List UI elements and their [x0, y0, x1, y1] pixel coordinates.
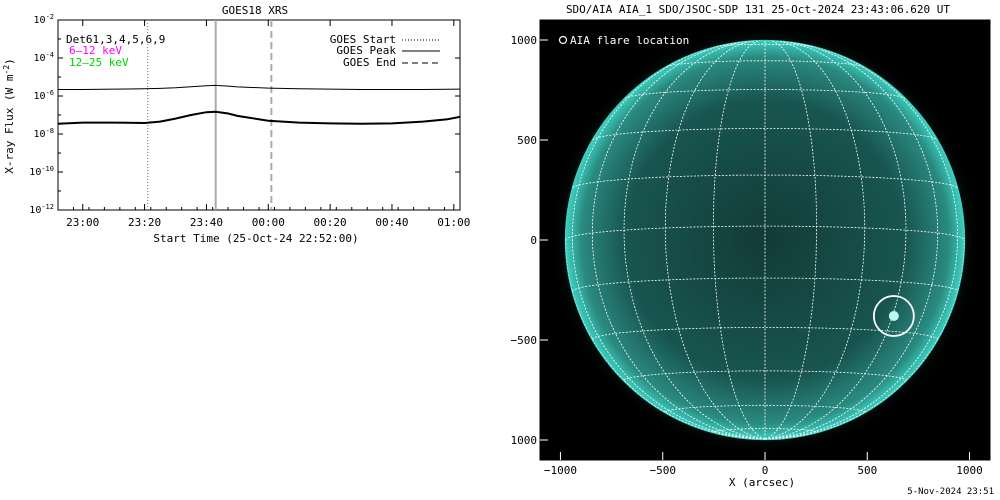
aia-x-tick-label: −500 — [649, 464, 676, 477]
goes-legend: GOES Start GOES Peak GOES End — [330, 33, 440, 69]
aia-legend-circle-icon — [558, 35, 568, 45]
goes-xrs-chart: GOES18 XRS 10-2 10-4 10-6 10-8 10-10 10-12 23… — [2, 4, 470, 245]
aia-image-panel: SDO/AIA AIA_1 SDO/JSOC-SDP 131 25-Oct-20… — [510, 3, 991, 489]
grid-line — [764, 42, 939, 440]
solar-disk — [549, 24, 981, 456]
aia-x-tick-label: 1000 — [956, 464, 983, 477]
grid-line — [764, 49, 959, 440]
aia-y-tick-label: 0 — [530, 234, 537, 247]
aia-y-tick-label: −1000 — [510, 434, 537, 447]
aia-legend-label: AIA flare location — [570, 34, 689, 47]
goes-title: GOES18 XRS — [222, 4, 288, 17]
aia-x-tick-label: −1000 — [544, 464, 577, 477]
goes-y-tick-label: 10-6 — [34, 89, 54, 102]
goes-y-tick-label: 10-8 — [34, 127, 54, 140]
grid-line — [764, 40, 866, 440]
goes-short-channel-line — [57, 110, 461, 125]
aia-y-tick-label: 1000 — [511, 34, 538, 47]
solar-disk-body — [564, 39, 966, 441]
goes-band-label-low: 6–12 keV — [69, 44, 122, 57]
goes-x-tick-label: 23:40 — [190, 216, 223, 229]
grid-line — [592, 128, 938, 141]
grid-line — [571, 49, 766, 440]
goes-y-axis-label: X-ray Flux (W m-2) — [2, 58, 16, 174]
goes-y-tick-label: 10-10 — [29, 165, 54, 178]
legend-goes-peak: GOES Peak — [336, 44, 396, 57]
goes-y-tick-label: 10-2 — [34, 13, 54, 26]
goes-det-label: Det61,3,4,5,6,9 — [66, 33, 165, 46]
goes-y-tick-label: 10-4 — [34, 51, 54, 64]
goes-x-tick-label: 00:00 — [252, 216, 285, 229]
aia-y-tick-label: −500 — [511, 334, 538, 347]
heliographic-grid — [565, 40, 965, 440]
grid-line — [712, 40, 766, 440]
grid-line — [664, 40, 766, 440]
grid-line — [591, 42, 766, 440]
legend-goes-end: GOES End — [343, 56, 396, 69]
goes-x-tick-label: 01:00 — [437, 216, 470, 229]
goes-long-channel-line — [58, 84, 461, 90]
goes-y-tick-label: 10-12 — [29, 203, 54, 216]
goes-flux-series — [57, 84, 461, 125]
goes-band-label-high: 12–25 keV — [69, 56, 129, 69]
aia-x-axis-label: X (arcsec) — [729, 476, 795, 489]
generation-timestamp: 5-Nov-2024 23:51 — [907, 487, 994, 497]
grid-line — [565, 225, 965, 241]
grid-line — [715, 43, 815, 48]
aia-y-tick-label: 500 — [517, 134, 537, 147]
flare-location-marker — [872, 295, 915, 337]
goes-x-tick-label: 23:00 — [66, 216, 99, 229]
grid-line — [764, 239, 965, 440]
aia-x-tick-label: 500 — [857, 464, 877, 477]
goes-x-tick-label: 23:20 — [128, 216, 161, 229]
goes-y-ticks: 10-2 10-4 10-6 10-8 10-10 10-12 — [29, 13, 460, 216]
legend-goes-start: GOES Start — [330, 33, 396, 46]
grid-line — [764, 40, 818, 440]
goes-x-ticks: 23:00 23:20 23:40 00:00 00:20 00:40 01:00 — [57, 20, 470, 229]
aia-y-ticks: 1000 500 0 −500 −1000 — [510, 34, 548, 447]
goes-x-axis-label: Start Time (25-Oct-24 22:52:00) — [153, 232, 358, 245]
aia-title: SDO/AIA AIA_1 SDO/JSOC-SDP 131 25-Oct-20… — [566, 3, 950, 16]
aia-x-tick-label: 0 — [762, 464, 769, 477]
grid-line — [764, 40, 907, 440]
grid-line — [572, 277, 958, 292]
flare-circle — [872, 295, 915, 337]
goes-x-tick-label: 00:40 — [375, 216, 408, 229]
goes-x-tick-label: 00:20 — [314, 216, 347, 229]
grid-line — [624, 89, 906, 99]
flare-bright-kernel — [888, 311, 899, 321]
goes-event-markers — [147, 20, 273, 210]
grid-line — [623, 40, 766, 440]
aia-x-ticks: −1000 −500 0 500 1000 — [544, 452, 983, 477]
grid-line — [565, 239, 766, 440]
